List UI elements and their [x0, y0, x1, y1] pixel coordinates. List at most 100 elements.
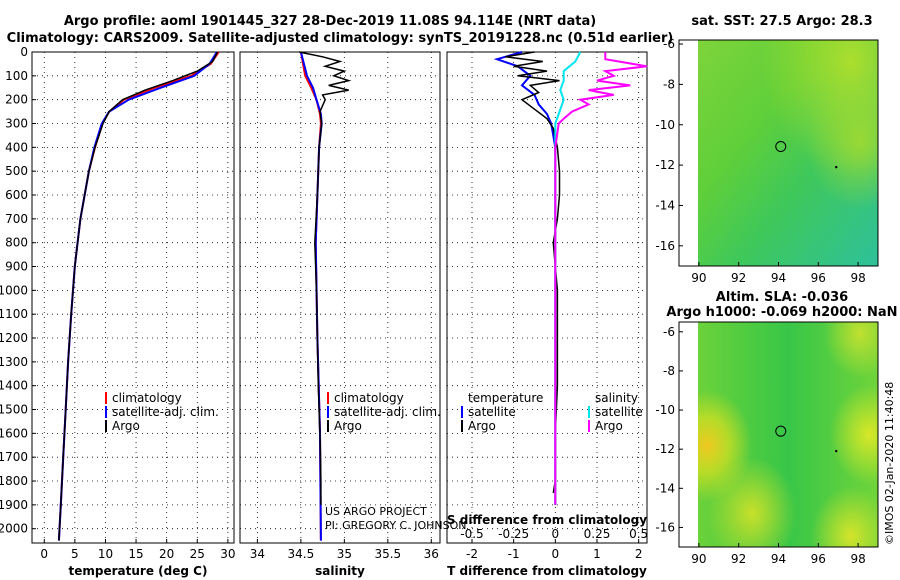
x-top-tick-label: -0.5: [460, 527, 483, 541]
x-top-tick-label: 0.25: [584, 527, 611, 541]
map-y-tick-label: -10: [655, 403, 675, 417]
legend-sal-satellite: satellite: [595, 405, 643, 419]
x-tick-label: -2: [466, 547, 478, 561]
y-tick-label-depth: 1500: [0, 403, 28, 417]
sst-map-title: sat. SST: 27.5 Argo: 28.3: [691, 14, 872, 29]
watermark: ©IMOS 02-Jan-2020 11:40:48: [883, 382, 896, 545]
sla-float-marker: [775, 425, 787, 437]
series-salinity-satellite: [554, 51, 582, 505]
series-climatology: [57, 51, 220, 541]
legend-satellite: satellite-adj. clim.: [334, 405, 441, 419]
difference-xlabel: T difference from climatology: [447, 564, 647, 578]
map-x-tick-label: 90: [691, 552, 706, 566]
x-tick-label: 35.5: [374, 547, 401, 561]
sla-blank-strip: [679, 322, 698, 547]
y-tick-label-depth: 1100: [0, 307, 28, 321]
sst-blank-strip: [679, 40, 698, 266]
map-x-tick-label: 98: [850, 552, 865, 566]
map-x-tick-label: 98: [850, 271, 865, 285]
series-satellite-adj-clim-: [57, 51, 218, 541]
sst-float-track-marker: [835, 165, 838, 169]
difference-top-xlabel: S difference from climatology: [447, 513, 647, 527]
x-tick-label: 5: [71, 547, 79, 561]
series-temperature-argo: [505, 51, 561, 494]
credit-pi: PI: GREGORY C. JOHNSON: [325, 519, 466, 532]
legend-satellite: satellite-adj. clim.: [112, 405, 219, 419]
difference-ticks: -2 -1 0 1 2 -0.5 -0.25 0 0.25 0.5: [460, 527, 648, 561]
x-tick-label: 34.5: [288, 547, 315, 561]
salinity-series: [298, 51, 352, 541]
y-tick-label-depth: 700: [5, 212, 28, 226]
temperature-grid: [32, 52, 234, 543]
y-tick-label-depth: 1600: [0, 426, 28, 440]
salinity-panel: [239, 51, 441, 544]
sla-map-title-2: Argo h1000: -0.069 h2000: NaN: [666, 305, 897, 320]
temperature-series: [57, 51, 220, 541]
x-tick-label: 0: [40, 547, 48, 561]
map-x-tick-label: 96: [811, 271, 826, 285]
series-satellite-adj-clim-: [299, 51, 323, 541]
map-y-tick-label: -12: [655, 158, 675, 172]
y-tick-label-depth: 500: [5, 164, 28, 178]
y-tick-label-depth: 1300: [0, 355, 28, 369]
temperature-ticks: 0100200300400500600700800900100011001200…: [0, 45, 236, 561]
series-climatology: [299, 51, 322, 541]
sst-map-ticks: 90 92 94 96 98 -6 -8 -10 -12 -14 -16: [655, 37, 865, 285]
y-tick-label-depth: 1200: [0, 331, 28, 345]
y-tick-label-depth: 1400: [0, 379, 28, 393]
map-y-tick-label: -10: [655, 118, 675, 132]
map-y-tick-label: -12: [655, 442, 675, 456]
map-x-tick-label: 96: [811, 552, 826, 566]
legend-temp-argo: Argo: [468, 419, 496, 433]
salinity-legend: climatology satellite-adj. clim. Argo: [327, 391, 441, 433]
title-line-2: Climatology: CARS2009. Satellite-adjuste…: [7, 31, 674, 46]
temperature-legend: climatology satellite-adj. clim. Argo: [105, 391, 219, 433]
map-y-tick-label: -6: [663, 37, 675, 51]
salinity-grid: [240, 52, 440, 543]
series-argo: [58, 51, 219, 541]
sst-warm-region-2: [698, 40, 878, 266]
sst-map: [678, 39, 879, 267]
legend-argo: Argo: [112, 419, 140, 433]
sla-map: [678, 321, 879, 548]
salinity-xlabel: salinity: [315, 564, 365, 578]
x-tick-label: 34: [250, 547, 265, 561]
legend-temperature-title: temperature: [468, 391, 543, 405]
map-y-tick-label: -16: [655, 239, 675, 253]
y-tick-label-depth: 1900: [0, 498, 28, 512]
x-tick-label: 35: [337, 547, 352, 561]
y-tick-label-depth: 900: [5, 260, 28, 274]
difference-panel: [446, 51, 648, 544]
sla-map-ticks: 90 92 94 96 98 -6 -8 -10 -12 -14 -16: [655, 325, 865, 566]
map-x-tick-label: 90: [691, 271, 706, 285]
map-y-tick-label: -6: [663, 325, 675, 339]
x-tick-label: 36: [424, 547, 439, 561]
x-tick-label: 20: [159, 547, 174, 561]
y-tick-label-depth: 1700: [0, 450, 28, 464]
series-temperature-satellite: [493, 51, 557, 505]
map-x-tick-label: 94: [771, 271, 786, 285]
title-line-1: Argo profile: aoml 1901445_327 28-Dec-20…: [64, 14, 596, 29]
y-tick-label-depth: 600: [5, 188, 28, 202]
x-top-tick-label: 0: [552, 527, 560, 541]
map-y-tick-label: -16: [655, 520, 675, 534]
map-y-tick-label: -8: [663, 364, 675, 378]
y-tick-label-depth: 0: [20, 45, 28, 59]
legend-temp-satellite: satellite: [468, 405, 516, 419]
y-tick-label-depth: 200: [5, 93, 28, 107]
sla-float-track-marker: [835, 449, 838, 453]
x-tick-label: 10: [98, 547, 113, 561]
sst-float-marker: [775, 141, 787, 153]
map-x-tick-label: 92: [731, 552, 746, 566]
y-tick-label-depth: 1800: [0, 474, 28, 488]
x-tick-label: -1: [508, 547, 520, 561]
x-tick-label: 0: [552, 547, 560, 561]
x-top-tick-label: 0.5: [629, 527, 648, 541]
x-tick-label: 2: [635, 547, 643, 561]
difference-series: [493, 51, 648, 505]
series-argo: [298, 51, 352, 505]
temperature-panel: [31, 51, 235, 544]
y-tick-label-depth: 2000: [0, 522, 28, 536]
x-tick-label: 1: [593, 547, 601, 561]
difference-grid: [447, 52, 647, 543]
